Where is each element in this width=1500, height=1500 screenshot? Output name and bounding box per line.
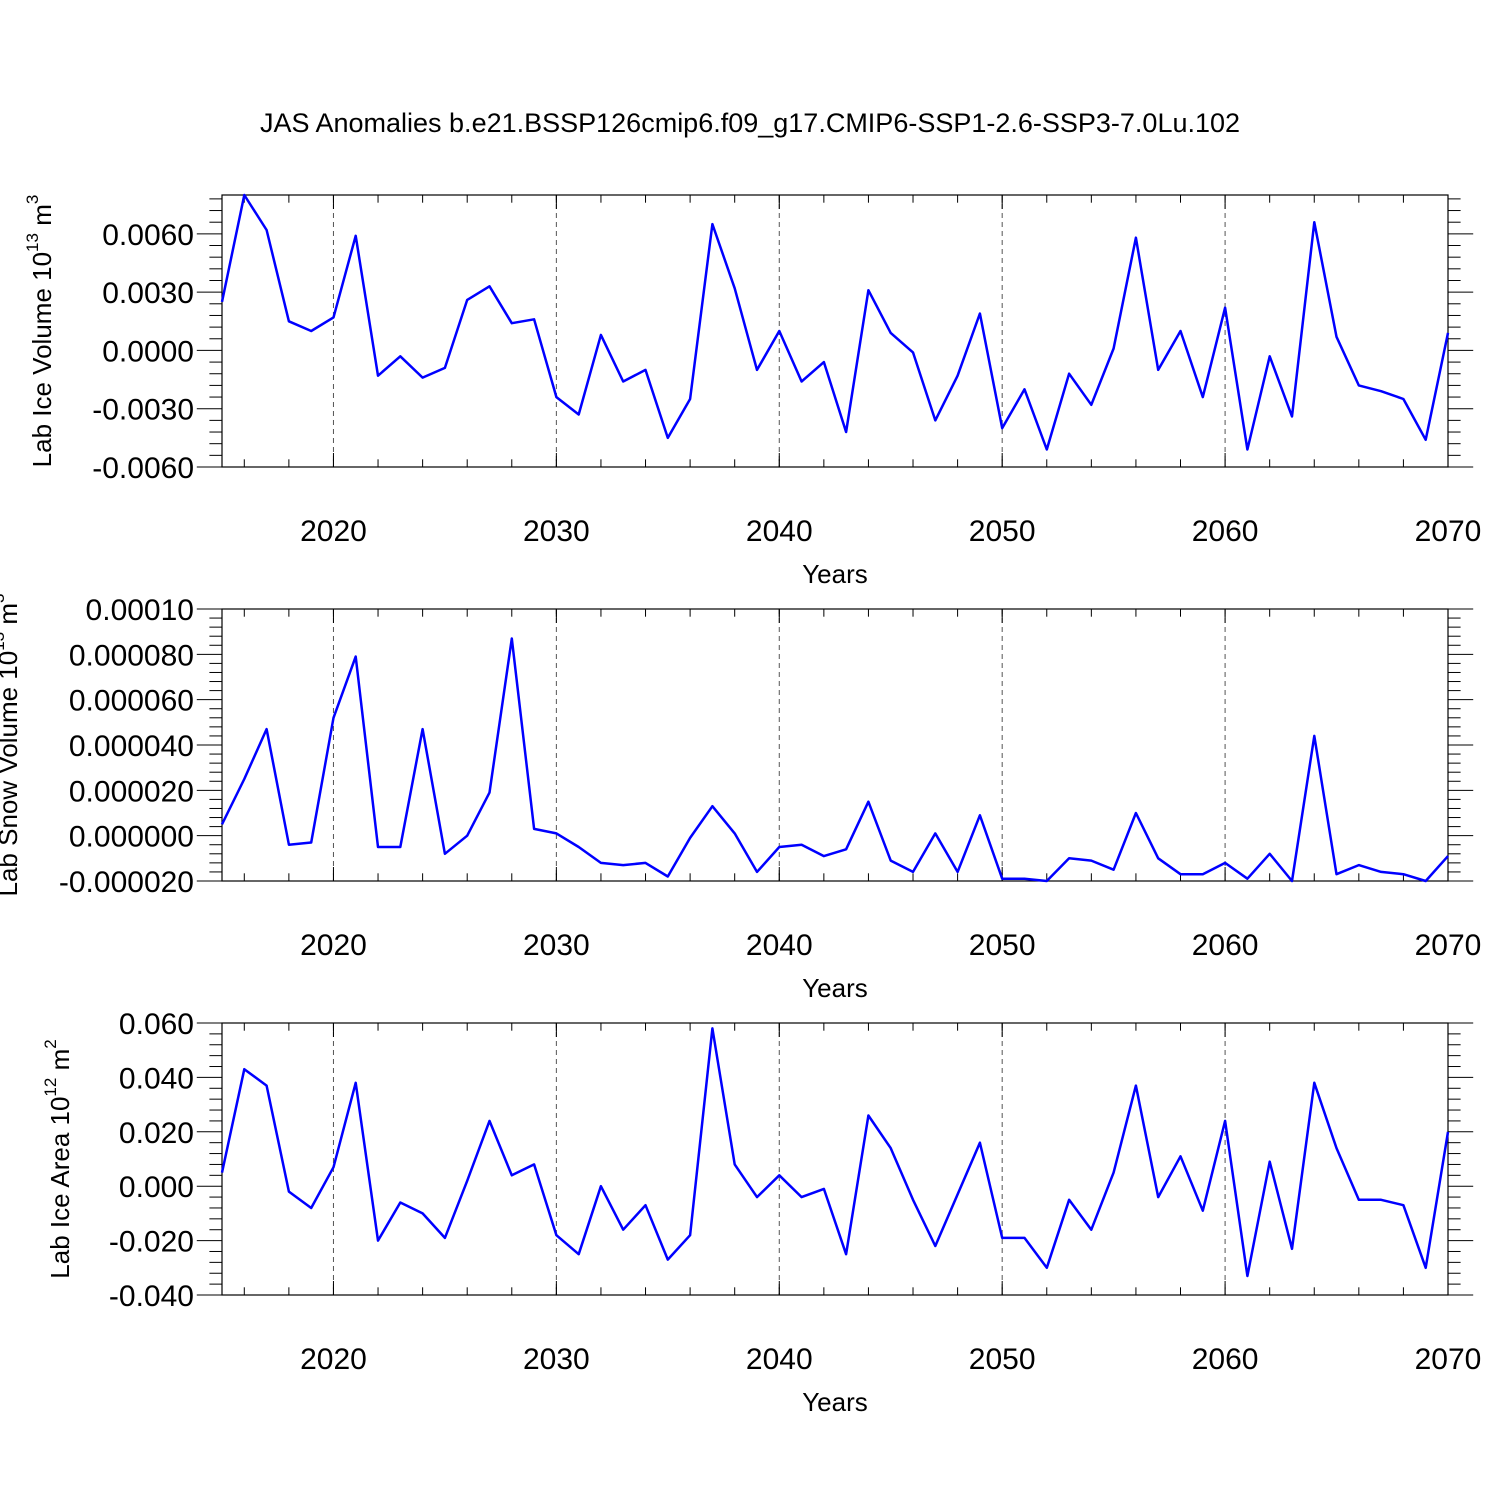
- figure-title: JAS Anomalies b.e21.BSSP126cmip6.f09_g17…: [260, 108, 1240, 138]
- x-tick-label: 2020: [300, 1343, 367, 1376]
- y-axis-title: Lab Ice Volume 1013 m3: [23, 195, 58, 468]
- x-tick-label: 2070: [1415, 1343, 1482, 1376]
- x-tick-label: 2040: [746, 1343, 813, 1376]
- y-axis-title-part: Lab Ice Volume 10: [27, 252, 57, 467]
- x-tick-label: 2030: [523, 515, 590, 548]
- y-tick-label: -0.020: [109, 1226, 194, 1259]
- y-tick-label: 0.0030: [102, 277, 194, 310]
- y-axis-title-superscript: 2: [41, 1039, 60, 1048]
- x-tick-label: 2040: [746, 515, 813, 548]
- y-tick-label: 0.020: [119, 1117, 194, 1150]
- series-line-1: [220, 637, 1449, 883]
- y-tick-label: 0.060: [119, 1008, 194, 1041]
- plot-frame: [221, 194, 1449, 468]
- panels: 2020 2030 2040 2050 2060 2070 Years -0.0060 -0.0…: [0, 193, 1482, 1417]
- x-tick-label: 2070: [1415, 929, 1482, 962]
- x-tick-label: 2020: [300, 515, 367, 548]
- x-axis-title: Years: [802, 559, 868, 589]
- x-tick-label: 2030: [523, 1343, 590, 1376]
- y-axis-title-superscript: 12: [41, 1078, 60, 1097]
- chart-panel-2: 2020 2030 2040 2050 2060 2070 Years -0.000020 0.…: [0, 593, 1481, 1003]
- y-axis-title: Lab Snow Volume 1013 m3: [0, 593, 23, 896]
- y-tick-label: 0.000: [119, 1171, 194, 1204]
- y-tick-label: 0.000060: [69, 685, 194, 718]
- y-tick-label: -0.0030: [92, 394, 194, 427]
- y-axis-title-superscript: 3: [23, 195, 42, 204]
- y-axis-title-superscript: 13: [0, 632, 8, 651]
- y-axis-title-part: Lab Ice Area 10: [45, 1097, 75, 1279]
- x-tick-label: 2040: [746, 929, 813, 962]
- y-tick-label: 0.000040: [69, 730, 194, 763]
- y-axis-title-superscript: 3: [0, 593, 8, 602]
- chart-panel-1: 2020 2030 2040 2050 2060 2070 Years -0.0060 -0.0…: [23, 193, 1482, 589]
- series-line-1: [220, 193, 1450, 451]
- x-tick-label: 2060: [1192, 929, 1259, 962]
- series-line-1: [220, 1027, 1450, 1278]
- y-tick-label: -0.0060: [92, 452, 194, 485]
- x-tick-label: 2050: [969, 929, 1036, 962]
- y-tick-label: 0.0060: [102, 219, 194, 252]
- y-tick-label: 0.0000: [102, 335, 194, 368]
- y-tick-label: 0.000020: [69, 775, 194, 808]
- y-tick-label: -0.000020: [59, 866, 194, 899]
- x-tick-label: 2060: [1192, 1343, 1259, 1376]
- y-axis-title-part: m: [0, 603, 23, 632]
- x-tick-label: 2070: [1415, 515, 1482, 548]
- y-axis-title-superscript: 13: [23, 233, 42, 252]
- x-tick-label: 2060: [1192, 515, 1259, 548]
- y-axis-title: Lab Ice Area 1012 m2: [41, 1039, 76, 1278]
- x-axis-title: Years: [802, 1387, 868, 1417]
- chart-panel-3: 2020 2030 2040 2050 2060 2070 Years -0.040 -0.02…: [41, 1008, 1482, 1417]
- plot-frame: [221, 608, 1449, 882]
- x-tick-label: 2030: [523, 929, 590, 962]
- y-tick-label: 0.040: [119, 1062, 194, 1095]
- y-tick-label: 0.000080: [69, 639, 194, 672]
- y-tick-label: 0.000000: [69, 821, 194, 854]
- x-tick-label: 2050: [969, 1343, 1036, 1376]
- x-tick-label: 2050: [969, 515, 1036, 548]
- plot-frame: [221, 1022, 1449, 1296]
- y-axis-title-part: m: [27, 204, 57, 233]
- y-tick-label: -0.040: [109, 1280, 194, 1313]
- y-axis-title-part: Lab Snow Volume 10: [0, 651, 23, 897]
- x-tick-label: 2020: [300, 929, 367, 962]
- y-axis-title-part: m: [45, 1049, 75, 1078]
- y-tick-label: 0.00010: [86, 594, 194, 627]
- x-axis-title: Years: [802, 973, 868, 1003]
